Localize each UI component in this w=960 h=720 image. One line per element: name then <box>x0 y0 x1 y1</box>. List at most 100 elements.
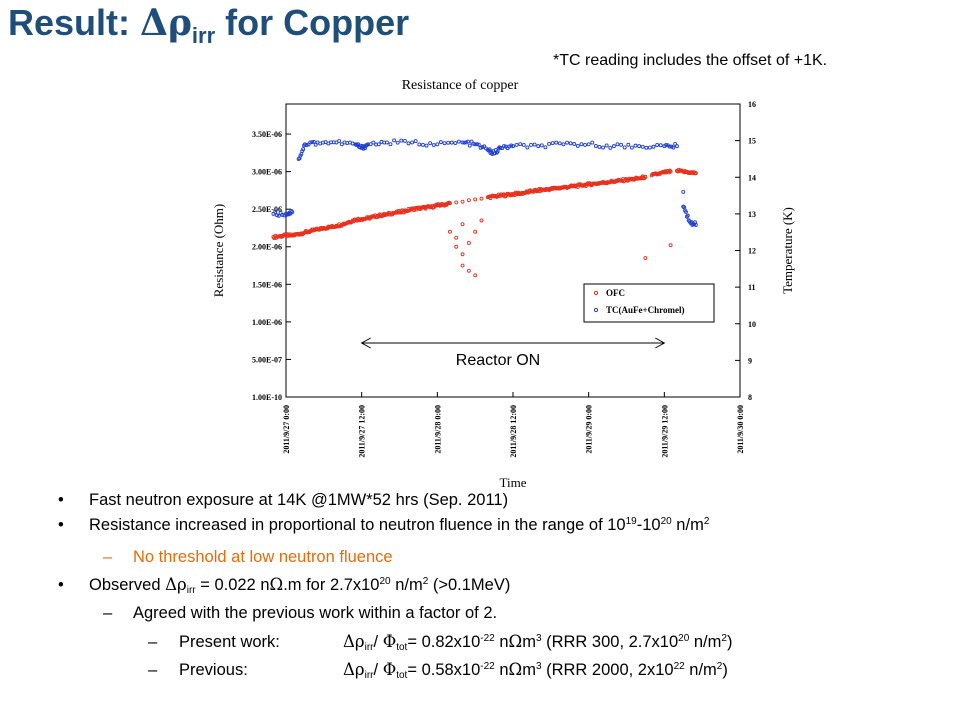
series-ofc-point <box>409 206 414 211</box>
series-tc-point <box>442 141 447 146</box>
title-symbol: Δρ <box>140 2 192 44</box>
series-tc-point <box>311 139 316 144</box>
series-tc-point <box>601 145 606 150</box>
y2-tick-label: 8 <box>748 393 752 402</box>
series-tc-point <box>667 144 672 149</box>
bullet-text: Agreed with the previous work within a f… <box>133 604 498 622</box>
series-ofc-point <box>460 263 465 268</box>
series-tc-point <box>681 189 686 194</box>
chart-title: Resistance of copper <box>402 78 519 93</box>
series-tc-point <box>539 143 544 148</box>
series-tc-point <box>554 140 559 145</box>
bullet-formula: Δρirr/ Φtot= 0.82x10-22 nΩm3 (RRR 300, 2… <box>343 632 733 653</box>
x-tick-label: 2011/9/27 12:00 <box>358 405 367 458</box>
series-tc-point <box>626 142 631 147</box>
series-ofc-point <box>473 273 478 278</box>
series-tc-point <box>575 143 580 148</box>
series-ofc-point <box>667 168 672 173</box>
reactor-label-bg <box>440 348 556 370</box>
series-tc-point <box>395 140 400 145</box>
series-tc-point <box>673 141 678 146</box>
series-tc-point <box>446 140 451 145</box>
series-tc-point <box>550 141 555 146</box>
y-axis-label: Resistance (Ohm) <box>211 204 226 298</box>
series-tc-point <box>615 142 620 147</box>
series-tc-point <box>424 143 429 148</box>
series-tc-point <box>280 212 285 217</box>
series-tc-point <box>692 222 697 227</box>
series-ofc-point <box>642 176 647 180</box>
series-tc-point <box>388 142 393 147</box>
series-tc-point <box>402 138 407 143</box>
series-tc-point <box>622 145 627 150</box>
series-tc-point <box>647 145 652 150</box>
series-ofc-point <box>454 200 459 205</box>
series-tc-point <box>536 144 541 149</box>
series-tc-point <box>413 139 418 144</box>
series-tc-point <box>313 142 318 147</box>
series-ofc-point <box>479 196 484 201</box>
series-tc-point <box>608 145 613 150</box>
series-ofc-point <box>473 197 478 202</box>
series-tc-point <box>339 142 344 147</box>
series-tc-point <box>686 218 691 223</box>
series-ofc-point <box>301 231 306 236</box>
dash-marker: – <box>148 661 158 679</box>
y-tick-label: 3.50E-06 <box>252 130 282 139</box>
series-tc-point <box>358 143 363 148</box>
series-ofc-point <box>503 194 508 199</box>
series-tc-point <box>487 147 492 152</box>
series-tc-point <box>457 139 461 144</box>
bullet-marker: • <box>58 516 64 534</box>
series-tc-point <box>428 141 433 146</box>
series-tc-point <box>276 213 281 218</box>
series-tc-point <box>449 140 454 145</box>
series-tc-point <box>572 142 577 146</box>
bullet-text: Fast neutron exposure at 14K @1MW*52 hrs… <box>89 491 509 509</box>
series-tc-point <box>518 142 523 147</box>
bullet-marker: • <box>58 576 64 594</box>
bullet-formula: Δρirr/ Φtot= 0.58x10-22 nΩm3 (RRR 2000, … <box>343 660 728 681</box>
series-ofc-point <box>454 235 459 240</box>
series-tc-point <box>304 143 309 147</box>
bullet-label: Present work: <box>179 633 280 651</box>
series-tc-point <box>417 142 422 147</box>
series-ofc-point <box>460 199 465 204</box>
y-tick-label: 2.50E-06 <box>252 205 282 214</box>
series-tc-point <box>368 142 373 147</box>
series-tc-point <box>561 142 566 147</box>
series-ofc-point <box>454 244 459 249</box>
series-tc-point <box>633 143 638 148</box>
series-tc-point <box>310 140 315 145</box>
series-tc-point <box>466 139 470 144</box>
y-tick-label: 5.00E-07 <box>252 355 282 364</box>
series-tc-point <box>376 142 381 147</box>
y2-tick-label: 10 <box>748 320 756 329</box>
series-tc-point <box>476 142 481 147</box>
series-tc-point <box>453 141 458 145</box>
series-tc-point <box>640 144 645 149</box>
series-tc-point <box>435 142 440 147</box>
series-tc-point <box>273 209 278 214</box>
series-tc-point <box>579 142 584 147</box>
legend-box <box>583 283 715 323</box>
x-tick-label: 2011/9/29 12:00 <box>660 405 669 458</box>
series-ofc-point <box>466 268 471 273</box>
bullet-marker: • <box>58 491 64 509</box>
series-tc-point <box>590 140 595 145</box>
series-ofc-point <box>466 241 471 245</box>
dash-marker: – <box>103 548 113 566</box>
series-tc-point <box>658 143 663 148</box>
resistance-chart: Resistance of copper 1.00E-10 5.00E-07 1.00… <box>211 78 795 488</box>
series-tc-point <box>308 140 313 145</box>
series-tc-point <box>557 141 562 146</box>
series-tc-point <box>460 140 465 145</box>
series-tc-point <box>597 145 602 149</box>
x-tick-label: 2011/9/29 0:00 <box>585 405 594 454</box>
series-tc-point <box>543 145 548 150</box>
y2-tick-label: 13 <box>748 210 756 219</box>
y2-tick-label: 11 <box>748 283 756 292</box>
series-tc-point <box>484 146 488 151</box>
series-ofc-point <box>488 196 493 201</box>
reactor-on-label: Reactor ON <box>456 352 540 369</box>
